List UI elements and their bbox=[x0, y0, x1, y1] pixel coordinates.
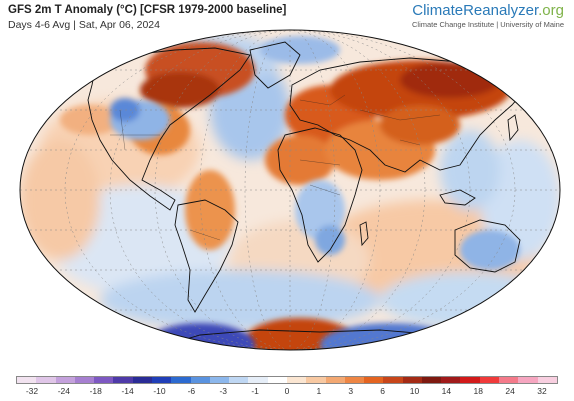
brand-subtitle: Climate Change Institute | University of… bbox=[411, 20, 564, 29]
brand-name: ClimateReanalyzer.org bbox=[412, 2, 564, 19]
colorbar-swatch bbox=[441, 377, 461, 383]
colorbar-tick-label: 3 bbox=[348, 386, 354, 396]
colorbar-tick-label: 6 bbox=[380, 386, 385, 396]
colorbar-swatch bbox=[132, 377, 152, 383]
colorbar-tick-label: 18 bbox=[473, 386, 483, 396]
colorbar-tick-label: 10 bbox=[409, 386, 420, 396]
colorbar-tick-label: -14 bbox=[121, 386, 134, 396]
colorbar-swatch bbox=[537, 377, 557, 383]
colorbar-swatch bbox=[229, 377, 249, 383]
colorbar-swatch bbox=[286, 377, 307, 383]
colorbar-tick-label: -10 bbox=[153, 386, 166, 396]
brand-logo[interactable]: ClimateReanalyzer.org Climate Change Ins… bbox=[412, 2, 564, 29]
colorbar-tick-label: 14 bbox=[441, 386, 452, 396]
colorbar-tick-label: -6 bbox=[187, 386, 196, 396]
colorbar-swatch bbox=[190, 377, 210, 383]
colorbar-tick-label: 1 bbox=[316, 386, 322, 396]
colorbar-swatch bbox=[421, 377, 442, 383]
colorbar-swatch bbox=[94, 377, 114, 383]
colorbar-tick-label: 24 bbox=[505, 386, 515, 396]
map-subtitle: Days 4-6 Avg | Sat, Apr 06, 2024 bbox=[8, 19, 160, 31]
colorbar-tick-label: -32 bbox=[25, 386, 39, 396]
colorbar-swatch bbox=[306, 377, 326, 383]
colorbar-swatch bbox=[267, 377, 287, 383]
colorbar-tick-label: -24 bbox=[57, 386, 71, 396]
colorbar-swatch bbox=[74, 377, 95, 383]
colorbar-swatch bbox=[36, 377, 56, 383]
colorbar-swatch bbox=[209, 377, 230, 383]
colorbar-swatch bbox=[325, 377, 345, 383]
colorbar-swatch bbox=[402, 377, 422, 383]
colorbar-tick-label: 0 bbox=[284, 386, 290, 396]
colorbar-tick-label: -18 bbox=[89, 386, 102, 396]
colorbar-tick-label: -1 bbox=[251, 386, 259, 396]
colorbar-tick-label: -3 bbox=[219, 386, 228, 396]
colorbar-swatch bbox=[383, 377, 403, 383]
colorbar-swatch bbox=[364, 377, 384, 383]
colorbar-swatch bbox=[479, 377, 500, 383]
colorbar-ticks: -32 -24 -18 -14 -10 -6 -3 -1 0 1 3 6 10 14 18 24 32 bbox=[16, 386, 558, 398]
colorbar bbox=[16, 376, 558, 384]
colorbar-swatch bbox=[248, 377, 268, 383]
colorbar-swatch bbox=[55, 377, 75, 383]
coastlines bbox=[87, 41, 541, 350]
colorbar-tick-label: 32 bbox=[537, 386, 547, 396]
colorbar-swatch bbox=[151, 377, 172, 383]
colorbar-swatch bbox=[171, 377, 191, 383]
colorbar-swatch bbox=[460, 377, 480, 383]
colorbar-swatch bbox=[518, 377, 538, 383]
colorbar-swatch bbox=[17, 377, 37, 383]
colorbar-swatch bbox=[344, 377, 365, 383]
colorbar-swatch bbox=[113, 377, 133, 383]
map-title: GFS 2m T Anomaly (°C) [CFSR 1979-2000 ba… bbox=[8, 4, 287, 16]
colorbar-swatch bbox=[499, 377, 519, 383]
graticule bbox=[20, 30, 560, 350]
globe-outline bbox=[19, 29, 561, 351]
